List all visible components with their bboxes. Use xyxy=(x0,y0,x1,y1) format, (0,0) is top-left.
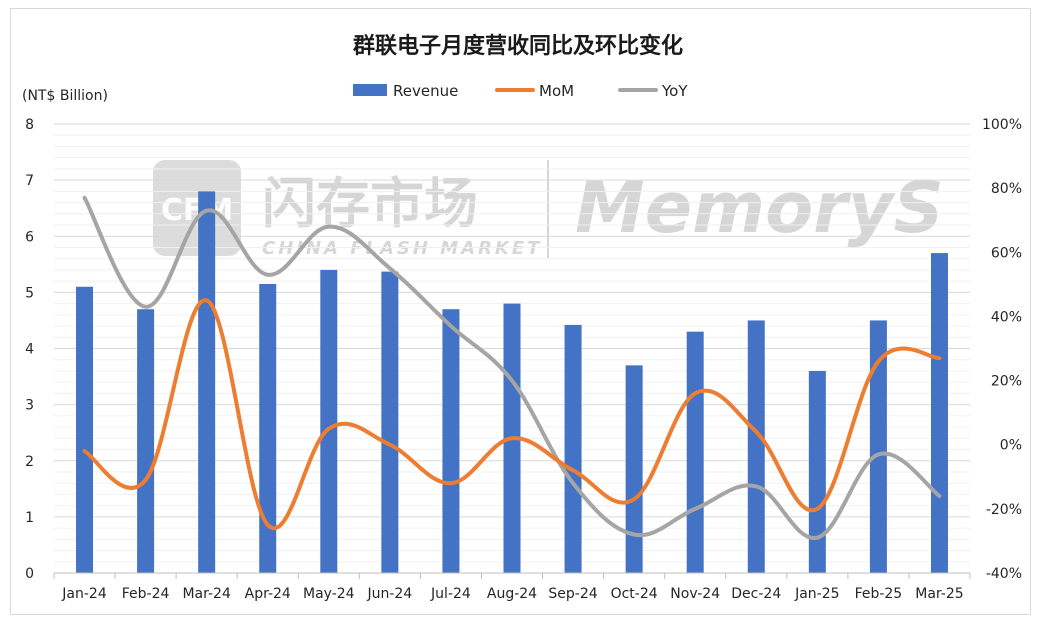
revenue-bar xyxy=(869,320,887,573)
revenue-bar xyxy=(259,283,277,573)
left-axis-tick-label: 8 xyxy=(25,117,34,133)
revenue-bar xyxy=(76,286,94,573)
x-axis-tick-label: Feb-25 xyxy=(855,586,903,602)
left-axis-tick-label: 4 xyxy=(25,342,34,358)
revenue-bars xyxy=(76,191,948,573)
legend-swatch-revenue xyxy=(353,84,387,96)
x-axis-tick-label: Mar-24 xyxy=(182,586,230,602)
line-yoy xyxy=(82,195,942,540)
watermark-logo-box xyxy=(153,160,241,256)
x-axis-tick-label: Mar-25 xyxy=(915,586,963,602)
x-axis-tick-label: Nov-24 xyxy=(670,586,720,602)
right-axis-tick-label: 60% xyxy=(991,245,1022,261)
x-axis-tick-label: Dec-24 xyxy=(731,586,781,602)
revenue-bar xyxy=(442,309,460,573)
line-series xyxy=(82,195,942,540)
left-axis-tick-label: 5 xyxy=(25,285,34,301)
right-axis-tick-label: 100% xyxy=(982,117,1022,133)
x-axis-tick-label: Feb-24 xyxy=(122,586,170,602)
watermark-brand: MemoryS xyxy=(575,167,944,249)
right-axis-tick-label: -20% xyxy=(986,502,1022,518)
revenue-bar xyxy=(320,269,338,573)
watermark-cn: 闪存市场 xyxy=(262,172,478,235)
right-axis-tick-label: 80% xyxy=(991,181,1022,197)
right-axis-tick-label: -40% xyxy=(986,566,1022,582)
revenue-bar xyxy=(930,253,948,573)
x-axis-tick-label: Apr-24 xyxy=(245,586,291,602)
revenue-bar xyxy=(198,191,216,573)
x-axis-tick-label: Oct-24 xyxy=(611,586,658,602)
x-axis-tick-label: Sep-24 xyxy=(548,586,597,602)
right-axis-tick-label: 40% xyxy=(991,309,1022,325)
revenue-bar xyxy=(625,365,643,573)
x-axis-tick-label: Jul-24 xyxy=(430,586,471,602)
x-axis-tick-label: Aug-24 xyxy=(487,586,537,602)
revenue-bar xyxy=(686,331,704,573)
x-axis-tick-label: Jan-24 xyxy=(61,586,107,602)
revenue-bar xyxy=(381,271,399,573)
left-axis-tick-label: 1 xyxy=(25,510,34,526)
revenue-bar xyxy=(808,370,826,573)
legend-label-revenue: Revenue xyxy=(393,82,458,100)
left-axis-tick-label: 7 xyxy=(25,173,34,189)
right-axis-tick-label: 0% xyxy=(1000,438,1022,454)
watermark-logo-text: CFM xyxy=(161,193,233,228)
revenue-bar xyxy=(747,320,765,573)
x-axis-tick-label: Jun-24 xyxy=(366,586,412,602)
watermark: CFM 闪存市场 CHINA FLASH MARKET MemoryS xyxy=(153,160,944,259)
revenue-bar xyxy=(137,309,155,573)
line-mom xyxy=(82,298,942,531)
legend-label-mom: MoM xyxy=(539,82,574,100)
left-axis-tick-label: 6 xyxy=(25,229,34,245)
revenue-bar xyxy=(564,324,582,573)
left-axis-tick-label: 2 xyxy=(25,454,34,470)
legend-label-yoy: YoY xyxy=(661,82,688,100)
chart-title: 群联电子月度营收同比及环比变化 xyxy=(353,33,683,59)
x-axis-tick-label: Jan-25 xyxy=(794,586,839,602)
left-axis-unit: (NT$ Billion) xyxy=(22,88,108,104)
x-axis-tick-label: May-24 xyxy=(303,586,355,602)
watermark-en-sub: CHINA FLASH MARKET xyxy=(262,238,542,259)
legend: Revenue MoM YoY xyxy=(353,82,688,100)
right-axis-tick-label: 20% xyxy=(991,374,1022,390)
left-axis-tick-label: 0 xyxy=(25,566,34,582)
axes: 0 1 2 3 4 5 6 7 8 -40% -20% 0% 20% 40% 60% 80% 100% Jan-2… xyxy=(25,117,1022,602)
left-axis-tick-label: 3 xyxy=(25,398,34,414)
